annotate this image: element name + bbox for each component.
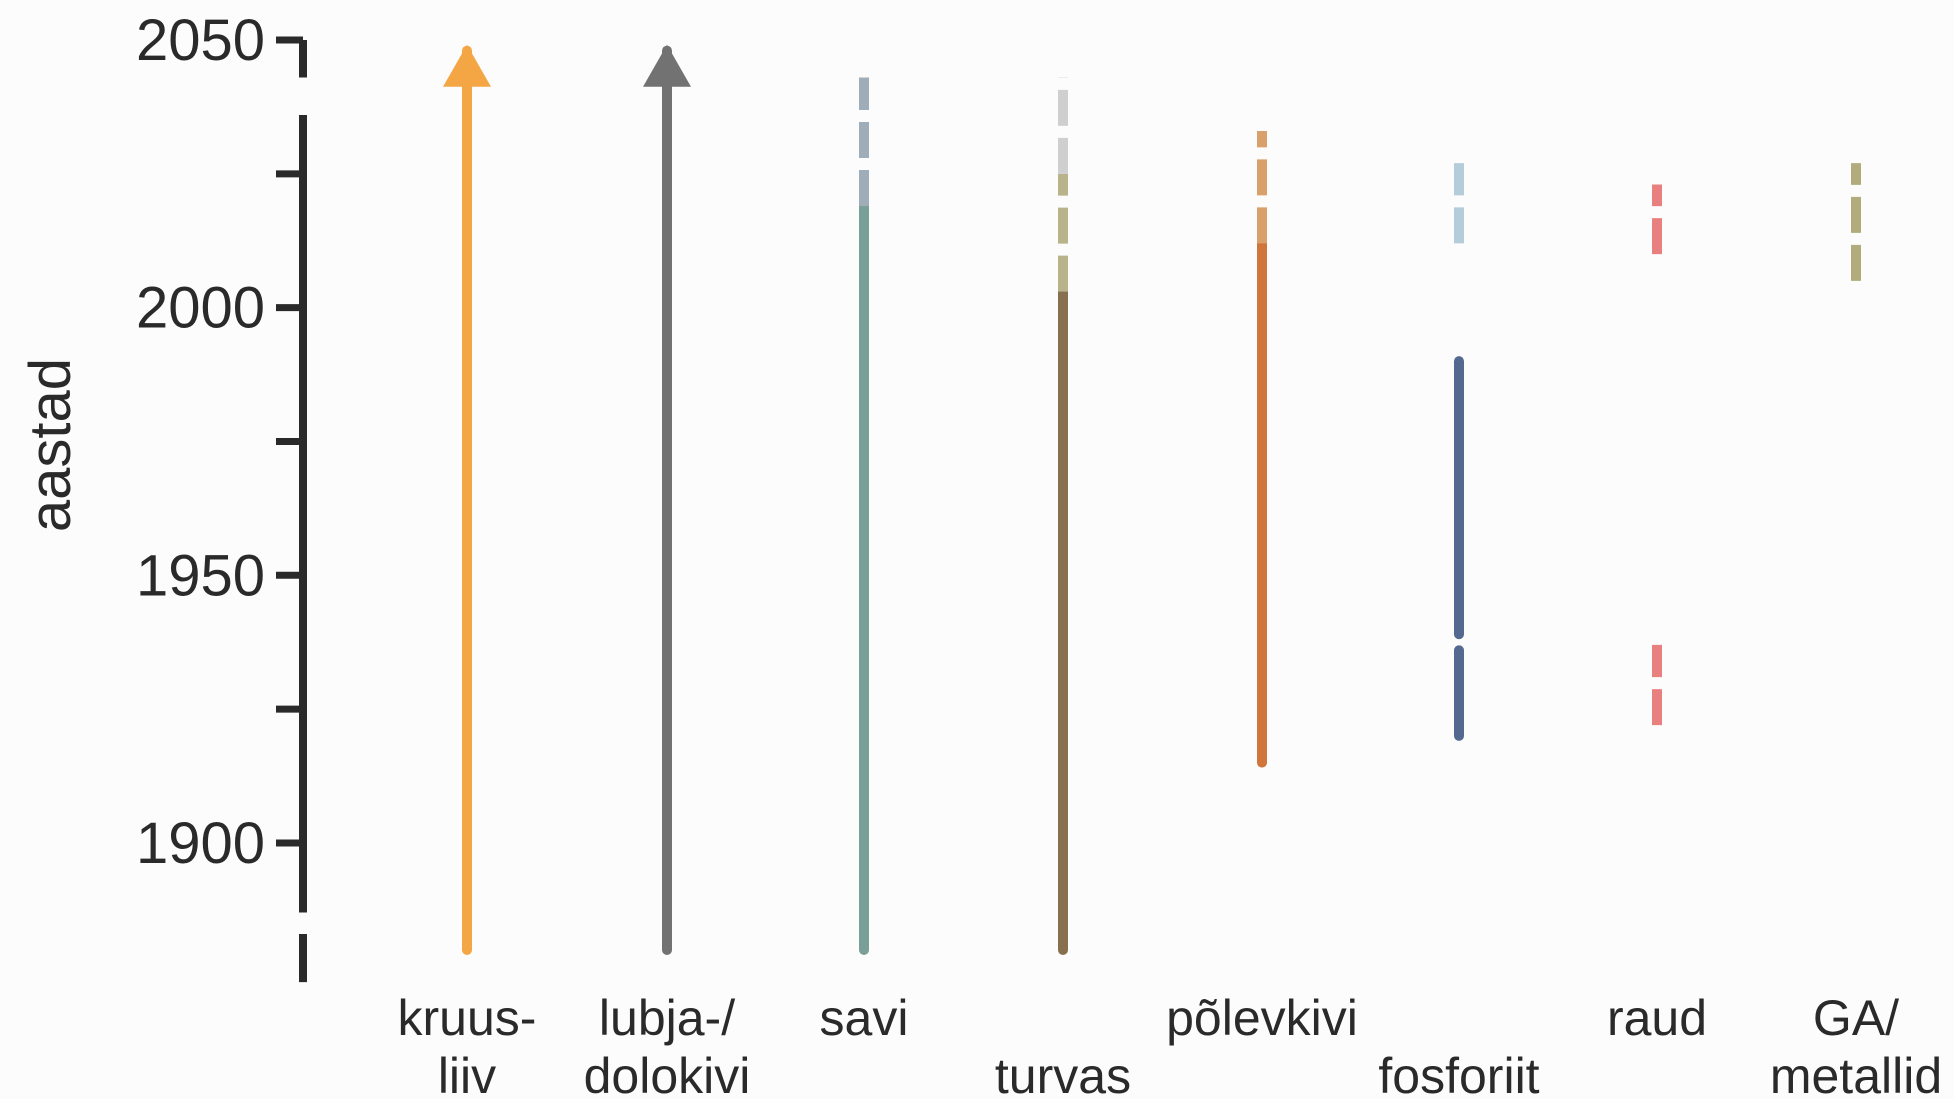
category-label-ga_metallid: GA/metallid: [1770, 990, 1942, 1099]
y-tick-label-2000: 2000: [136, 276, 265, 341]
category-label-line: liiv: [438, 1048, 496, 1099]
y-tick-label-1900: 1900: [136, 811, 265, 876]
category-label-line: põlevkivi: [1166, 990, 1358, 1046]
category-label-kruusliiv: kruus-liiv: [398, 990, 537, 1099]
series-lubjakivi: [643, 44, 691, 955]
category-labels: kruus-liiv lubja-/dolokivi savi turvas põlev…: [398, 990, 1943, 1099]
category-label-raud: raud: [1607, 990, 1707, 1046]
series-group: [443, 44, 1861, 955]
y-tick-label-1950: 1950: [136, 543, 265, 608]
category-label-line: fosforiit: [1378, 1048, 1539, 1099]
category-label-turvas: turvas: [995, 1048, 1131, 1099]
y-axis: 1900 1950 2000 2050: [136, 8, 307, 983]
category-label-line: GA/: [1813, 990, 1899, 1046]
category-label-line: lubja-/: [599, 990, 735, 1046]
arrow-head-kruusliiv: [443, 44, 491, 87]
category-label-lubjakivi: lubja-/dolokivi: [584, 990, 751, 1099]
series-kruusliiv: [443, 44, 491, 955]
category-label-line: savi: [820, 990, 909, 1046]
category-label-fosforiit: fosforiit: [1378, 1048, 1539, 1099]
category-label-line: dolokivi: [584, 1048, 751, 1099]
y-tick-label-2050: 2050: [136, 8, 265, 73]
category-label-savi: savi: [820, 990, 909, 1046]
category-label-line: kruus-: [398, 990, 537, 1046]
category-label-line: raud: [1607, 990, 1707, 1046]
y-axis-title: aastad: [18, 358, 83, 532]
category-label-polevkivi: põlevkivi: [1166, 990, 1358, 1046]
category-label-line: metallid: [1770, 1048, 1942, 1099]
category-label-line: turvas: [995, 1048, 1131, 1099]
arrow-head-lubjakivi: [643, 44, 691, 87]
